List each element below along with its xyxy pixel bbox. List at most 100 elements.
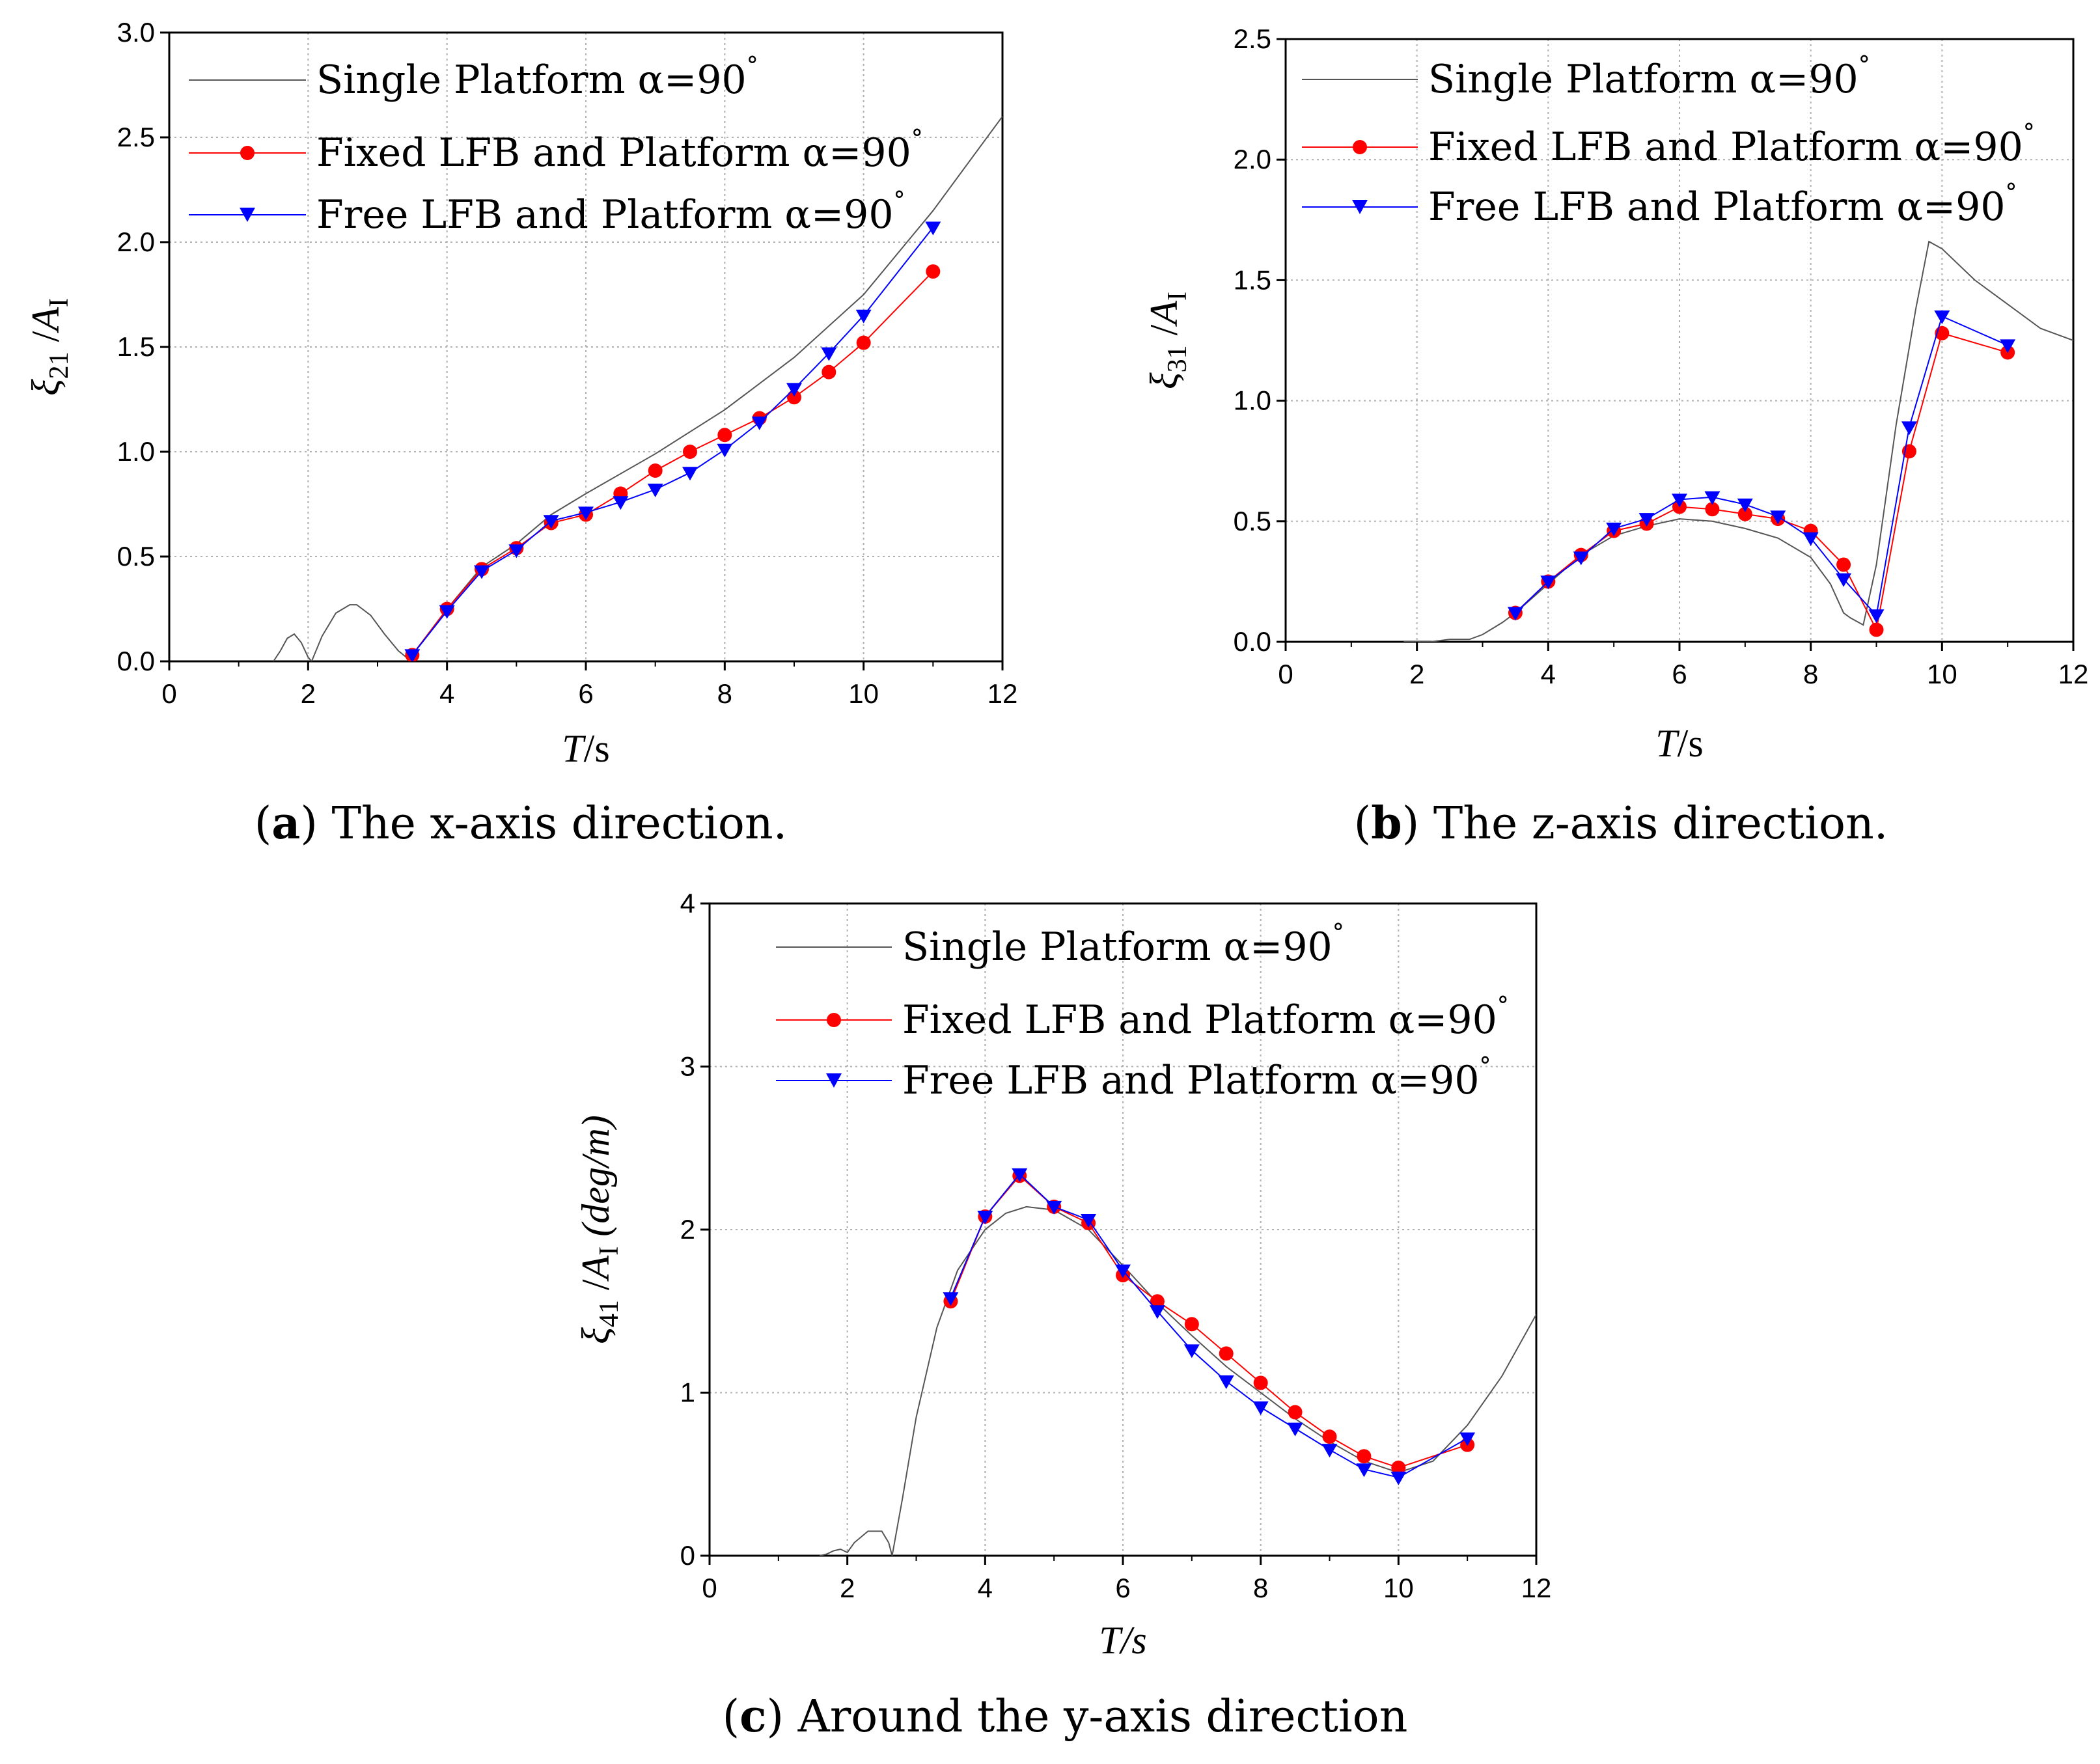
x-tick-label: 8 [1253,1573,1268,1603]
x-tick-label: 4 [439,678,454,709]
data-point-free-lfb-and-platform [977,1210,993,1224]
data-point-free-lfb-and-platform [1606,522,1622,536]
x-tick-label: 0 [161,678,176,709]
legend-label-single: Single Platform α=90° [316,53,758,103]
data-point-fixed-lfb-and-platform [1322,1429,1337,1444]
x-tick-label: 12 [1521,1573,1552,1603]
data-point-free-lfb-and-platform [855,309,872,324]
series-line-fixed-lfb-and-platform [1515,332,2008,632]
series-line-fixed-lfb-and-platform [950,1174,1468,1468]
data-point-fixed-lfb-and-platform [1357,1449,1372,1464]
x-tick-label: 10 [1383,1573,1414,1603]
legend-marker-fixed [240,146,255,160]
x-tick-label: 4 [1541,659,1556,689]
x-tick-label: 8 [717,678,732,709]
x-tick-label: 2 [301,678,316,709]
data-point-free-lfb-and-platform [1252,1401,1269,1416]
data-point-free-lfb-and-platform [2000,339,2016,353]
data-point-fixed-lfb-and-platform [1391,1460,1406,1475]
legend-label-fixed: Fixed LFB and Platform α=90° [902,993,1509,1043]
series-line-free-lfb-and-platform [950,1173,1468,1478]
x-tick-label: 6 [1672,659,1687,689]
data-point-free-lfb-and-platform [1934,310,1950,324]
data-point-free-lfb-and-platform [786,383,802,397]
y-tick-label: 2.0 [1234,144,1271,174]
data-point-fixed-lfb-and-platform [822,365,836,379]
data-point-fixed-lfb-and-platform [717,428,732,443]
series-line-single-platform [1403,240,2073,642]
data-point-free-lfb-and-platform [1573,551,1589,566]
y-tick-label: 0 [680,1540,695,1571]
data-point-free-lfb-and-platform [647,483,663,497]
legend-marker-free [240,208,255,222]
data-point-fixed-lfb-and-platform [787,390,801,405]
panel-b-grid [1286,39,2073,642]
panel-b: 0 2 4 6 8 10 12 0.0 0.5 1.0 1.5 2.0 2.5 Single Platf… [1142,23,2088,849]
y-tick-label: 1.5 [1234,264,1271,295]
x-tick-label: 2 [840,1573,855,1603]
data-point-free-lfb-and-platform [1704,491,1720,505]
data-point-free-lfb-and-platform [1218,1375,1234,1389]
y-tick-label: 0.5 [117,541,155,572]
series-line-fixed-lfb-and-platform [411,271,934,655]
data-point-free-lfb-and-platform [1321,1444,1338,1458]
data-point-free-lfb-and-platform [1356,1463,1372,1478]
y-tick-label: 3.0 [117,17,155,48]
data-point-fixed-lfb-and-platform [926,264,941,279]
y-tick-label: 2.0 [117,227,155,257]
y-tick-label: 3 [680,1051,695,1082]
data-point-fixed-lfb-and-platform [683,445,697,459]
y-tick-label: 1.0 [117,436,155,467]
y-tick-label: 0.5 [1234,506,1271,536]
data-point-free-lfb-and-platform [1803,532,1819,546]
panel-c-grid [710,903,1536,1556]
legend-label-free: Free LFB and Platform α=90° [316,187,905,238]
data-point-free-lfb-and-platform [1115,1264,1131,1278]
data-point-free-lfb-and-platform [439,605,455,619]
panel-c-series [820,1168,1536,1556]
panel-a-grid [169,33,1002,661]
panel-a-series [273,116,1002,661]
x-tick-label: 12 [988,678,1018,709]
y-tick-label: 1.0 [1234,385,1271,416]
data-point-free-lfb-and-platform [1287,1422,1303,1437]
data-point-free-lfb-and-platform [1081,1213,1097,1228]
x-tick-label: 8 [1803,659,1818,689]
data-point-free-lfb-and-platform [1507,607,1523,621]
x-tick-label: 10 [1927,659,1957,689]
panel-b-ticks: 0 2 4 6 8 10 12 0.0 0.5 1.0 1.5 2.0 2.5 [1234,23,2089,689]
y-tick-label: 4 [680,888,695,918]
series-line-single-platform [820,1206,1536,1556]
data-point-free-lfb-and-platform [925,221,941,236]
data-point-free-lfb-and-platform [1540,575,1556,590]
x-tick-label: 2 [1409,659,1424,689]
data-point-free-lfb-and-platform [404,649,421,661]
panel-b-series [1403,240,2073,642]
data-point-fixed-lfb-and-platform [1705,502,1720,517]
data-point-free-lfb-and-platform [1183,1344,1200,1358]
data-point-free-lfb-and-platform [578,506,594,521]
panel-c-ylabel: ξ41 /AI (deg/m) [574,1115,624,1344]
data-point-free-lfb-and-platform [943,1292,959,1306]
panel-a-caption: (a) The x-axis direction. [255,797,788,849]
data-point-fixed-lfb-and-platform [648,463,663,478]
panel-c-legend: Single Platform α=90° Fixed LFB and Plat… [776,920,1509,1103]
panel-a-legend: Single Platform α=90° Fixed LFB and Plat… [189,53,923,238]
legend-marker-free [826,1073,842,1088]
x-tick-label: 6 [1115,1573,1130,1603]
panel-c-caption: (c) Around the y-axis direction [723,1690,1408,1743]
series-line-single-platform [273,116,1002,661]
y-tick-label: 1.5 [117,331,155,362]
data-point-free-lfb-and-platform [821,347,837,361]
data-point-free-lfb-and-platform [1149,1305,1165,1319]
data-point-free-lfb-and-platform [1672,493,1687,508]
data-point-fixed-lfb-and-platform [1836,557,1851,572]
data-point-fixed-lfb-and-platform [1150,1294,1165,1309]
data-point-free-lfb-and-platform [508,544,525,558]
x-tick-label: 0 [702,1573,717,1603]
data-point-fixed-lfb-and-platform [1288,1405,1303,1420]
panel-a-xlabel: T/s [562,727,609,770]
